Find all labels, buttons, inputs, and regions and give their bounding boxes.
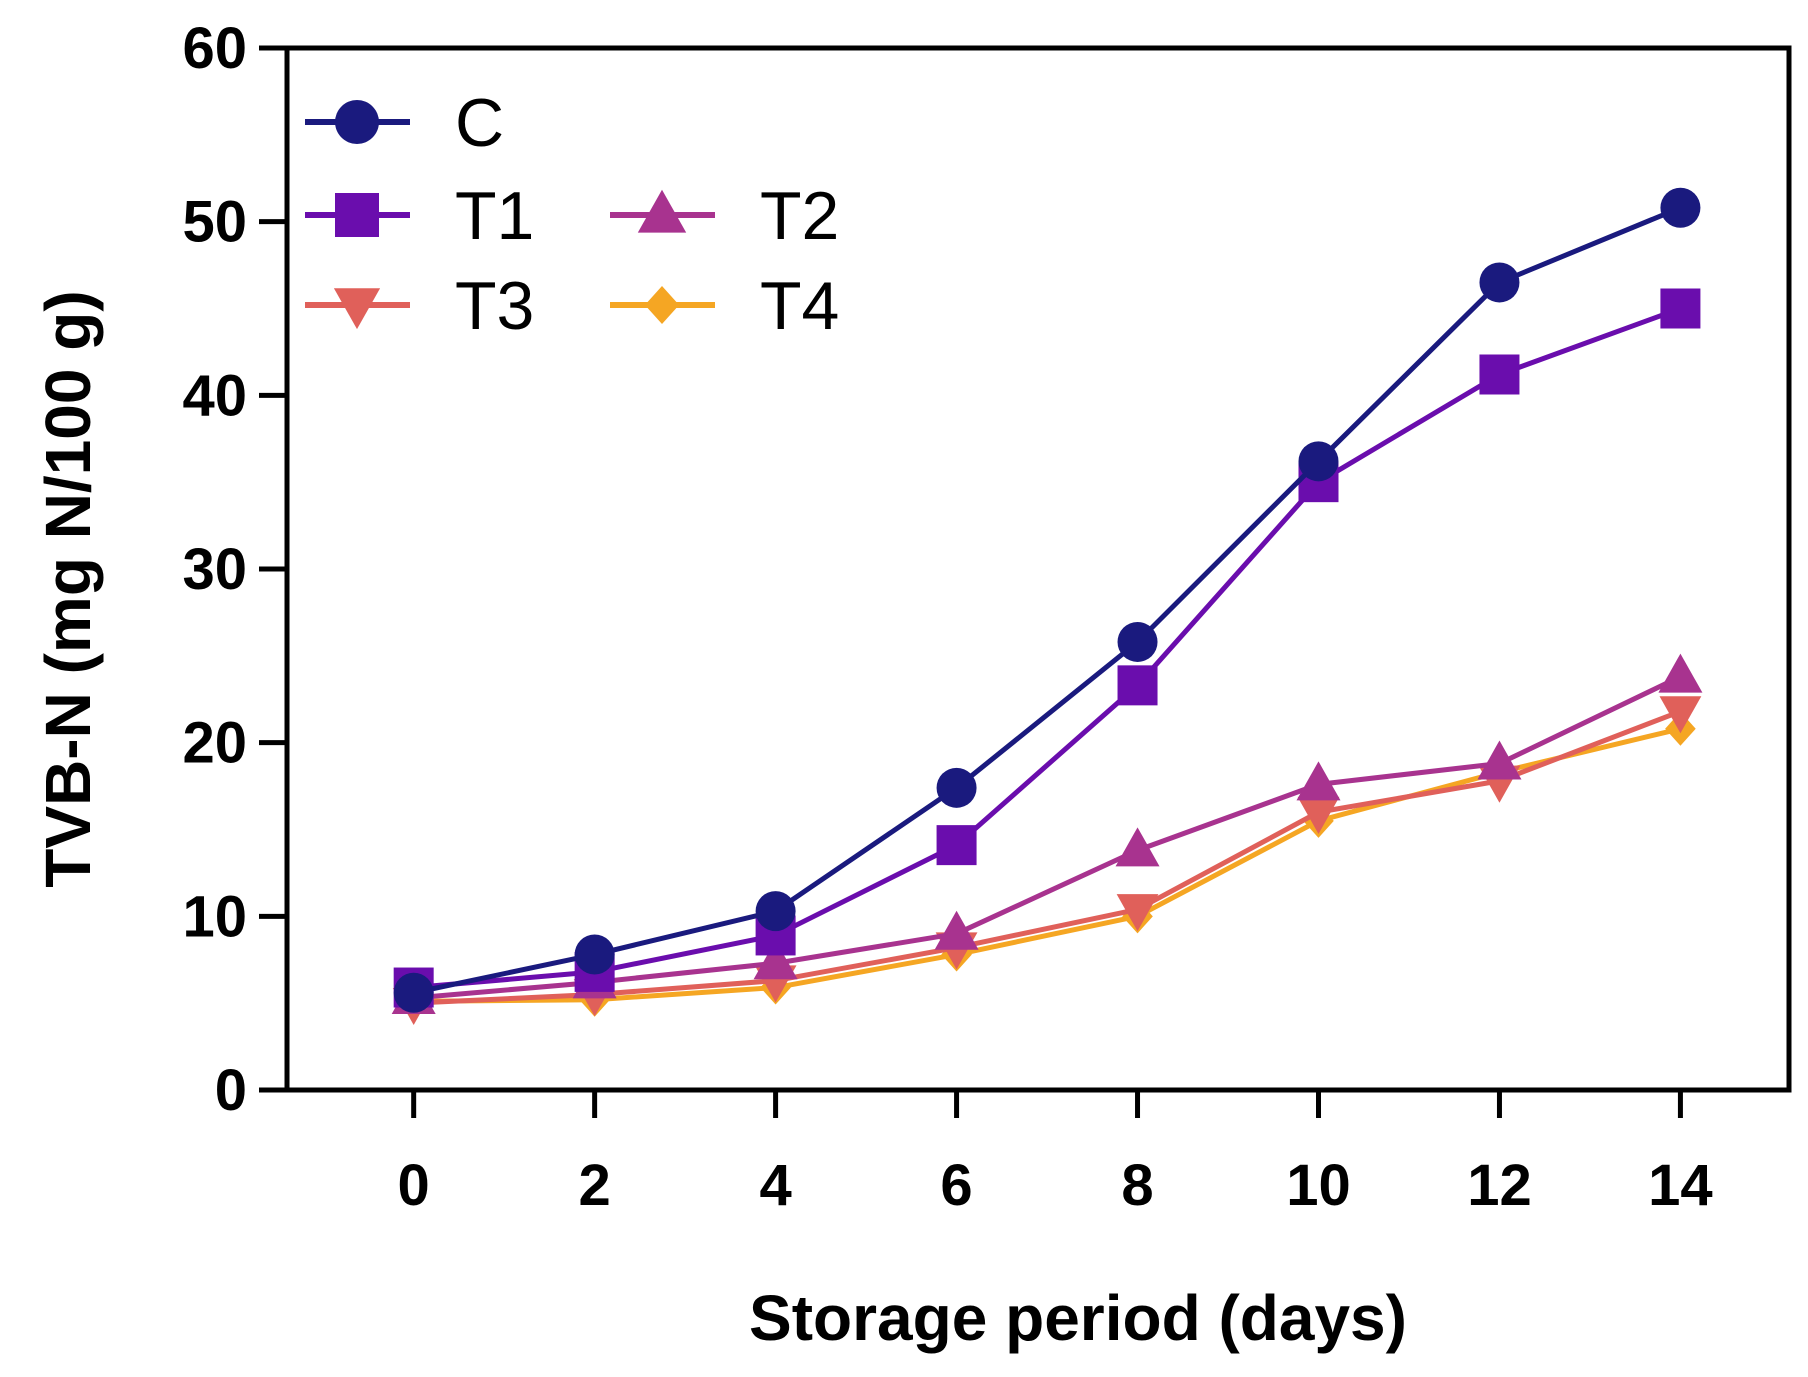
y-tick-label: 60 <box>182 16 247 81</box>
legend-label: T1 <box>455 178 534 254</box>
legend-item-t2: T2 <box>610 178 839 254</box>
data-point-t3 <box>1659 696 1702 734</box>
data-point-c <box>1298 441 1339 482</box>
series-line-t2 <box>413 674 1682 1001</box>
data-point-t2 <box>1296 761 1341 801</box>
legend-label: T3 <box>455 268 534 344</box>
data-point-c <box>755 891 796 932</box>
plot-series <box>391 187 1703 1026</box>
legend-item-t1: T1 <box>305 178 534 254</box>
legend-label: C <box>455 85 504 161</box>
x-tick-label: 14 <box>1648 1153 1713 1218</box>
data-point-t2 <box>934 910 979 950</box>
legend-marker <box>637 189 687 233</box>
y-tick-label: 0 <box>215 1058 247 1123</box>
series-line-t4 <box>413 726 1682 1004</box>
legend-label: T4 <box>760 268 839 344</box>
data-point-t3 <box>1297 796 1340 834</box>
x-axis-label: Storage period (days) <box>749 1282 1407 1354</box>
legend-marker <box>644 286 680 324</box>
data-point-c <box>936 767 977 808</box>
data-point-t2 <box>1477 740 1522 780</box>
series-t1 <box>393 288 1701 1008</box>
legend: C T1 T2 T3 T4 <box>305 85 839 344</box>
data-point-c <box>574 934 615 975</box>
series-line-t3 <box>413 709 1682 1006</box>
legend-marker <box>335 100 379 144</box>
x-tick-label: 6 <box>940 1153 972 1218</box>
legend-label: T2 <box>760 178 839 254</box>
data-point-c <box>1479 262 1520 303</box>
y-tick-label: 30 <box>182 537 247 602</box>
legend-marker <box>335 193 379 237</box>
series-line-c <box>413 205 1682 996</box>
y-tick-label: 20 <box>182 711 247 776</box>
x-tick-label: 10 <box>1286 1153 1351 1218</box>
y-tick-label: 40 <box>182 363 247 428</box>
y-axis-label: TVB-N (mg N/100 g) <box>32 290 104 887</box>
data-point-t2 <box>753 940 798 980</box>
data-point-t1 <box>936 825 977 866</box>
legend-item-c: C <box>305 85 504 161</box>
series-line-t1 <box>413 306 1682 991</box>
series-c <box>393 187 1701 1013</box>
x-tick-label: 4 <box>759 1153 791 1218</box>
data-point-t2 <box>1658 653 1703 693</box>
x-tick-label: 2 <box>579 1153 611 1218</box>
data-point-c <box>1117 621 1158 662</box>
x-tick-label: 12 <box>1467 1153 1532 1218</box>
x-tick-label: 8 <box>1121 1153 1153 1218</box>
data-point-t1 <box>1660 288 1701 329</box>
y-tick-label: 50 <box>182 190 247 255</box>
legend-item-t4: T4 <box>610 268 839 344</box>
data-point-t1 <box>1117 665 1158 706</box>
y-tick-label: 10 <box>182 884 247 949</box>
data-point-c <box>393 972 434 1013</box>
data-point-t1 <box>1479 354 1520 395</box>
data-point-c <box>1660 187 1701 228</box>
legend-item-t3: T3 <box>305 268 534 344</box>
axes: 0 10 20 30 40 50 60 0 2 4 6 8 10 12 14 <box>182 16 1792 1218</box>
legend-marker <box>333 288 381 330</box>
x-tick-label: 0 <box>398 1153 430 1218</box>
data-point-t2 <box>1115 827 1160 867</box>
data-point-t3 <box>1116 894 1159 932</box>
